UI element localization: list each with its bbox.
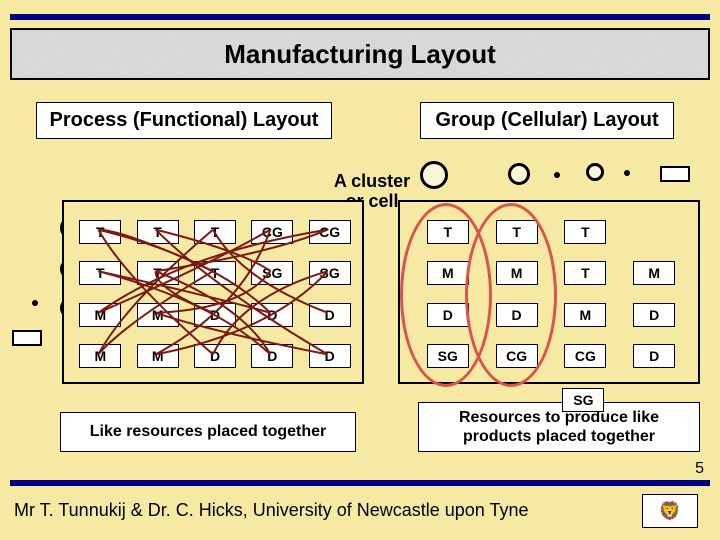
machine-box: D — [309, 303, 351, 327]
machine-box: M — [137, 303, 179, 327]
machine-box: T — [137, 261, 179, 285]
deco-rect — [12, 330, 42, 346]
subtitle-right-text: Group (Cellular) Layout — [435, 109, 658, 131]
machine-box: T — [194, 220, 236, 244]
machine-box: M — [79, 303, 121, 327]
deco-circle — [586, 163, 604, 181]
machine-box: CG — [251, 220, 293, 244]
slide: Manufacturing Layout Process (Functional… — [0, 0, 720, 540]
machine-box: M — [137, 344, 179, 368]
machine-box: T — [564, 220, 606, 244]
university-logo: 🦁 — [642, 494, 698, 528]
caption-left: Like resources placed together — [60, 412, 356, 452]
machine-box: T — [79, 220, 121, 244]
machine-box: M — [79, 344, 121, 368]
subtitle-right: Group (Cellular) Layout — [420, 102, 674, 139]
machine-box: SG — [562, 388, 604, 412]
machine-box: D — [194, 303, 236, 327]
deco-rect — [660, 166, 690, 182]
caption-left-text: Like resources placed together — [90, 422, 327, 441]
machine-box: D — [251, 303, 293, 327]
caption-right-text: Resources to produce like products place… — [459, 408, 659, 446]
machine-box: D — [633, 303, 675, 327]
subtitle-left: Process (Functional) Layout — [36, 102, 332, 139]
process-layout-panel: TTTCGCGTTTSGSGMMDDDMMDDD — [62, 200, 364, 384]
machine-box: SG — [309, 261, 351, 285]
machine-box: SG — [251, 261, 293, 285]
machine-box: D — [309, 344, 351, 368]
machine-box: M — [633, 261, 675, 285]
machine-box: CG — [309, 220, 351, 244]
caption-right: Resources to produce like products place… — [418, 402, 700, 452]
machine-box: CG — [564, 344, 606, 368]
machine-box: M — [564, 303, 606, 327]
deco-dot — [624, 170, 630, 176]
subtitle-left-text: Process (Functional) Layout — [50, 109, 319, 131]
machine-box: T — [137, 220, 179, 244]
top-rule — [10, 14, 710, 20]
machine-box: T — [564, 261, 606, 285]
slide-number: 5 — [695, 460, 704, 478]
machine-box: T — [79, 261, 121, 285]
machine-box: D — [194, 344, 236, 368]
bottom-rule — [10, 480, 710, 486]
deco-dot — [554, 172, 560, 178]
deco-dot — [32, 300, 38, 306]
deco-circle — [420, 161, 448, 189]
machine-box: D — [633, 344, 675, 368]
page-title: Manufacturing Layout — [224, 39, 496, 70]
title-banner: Manufacturing Layout — [10, 28, 710, 80]
logo-glyph: 🦁 — [659, 501, 681, 522]
footer-text: Mr T. Tunnukij & Dr. C. Hicks, Universit… — [14, 500, 529, 521]
machine-box: T — [194, 261, 236, 285]
deco-circle — [508, 163, 530, 185]
machine-box: D — [251, 344, 293, 368]
cell-oval — [465, 203, 557, 387]
